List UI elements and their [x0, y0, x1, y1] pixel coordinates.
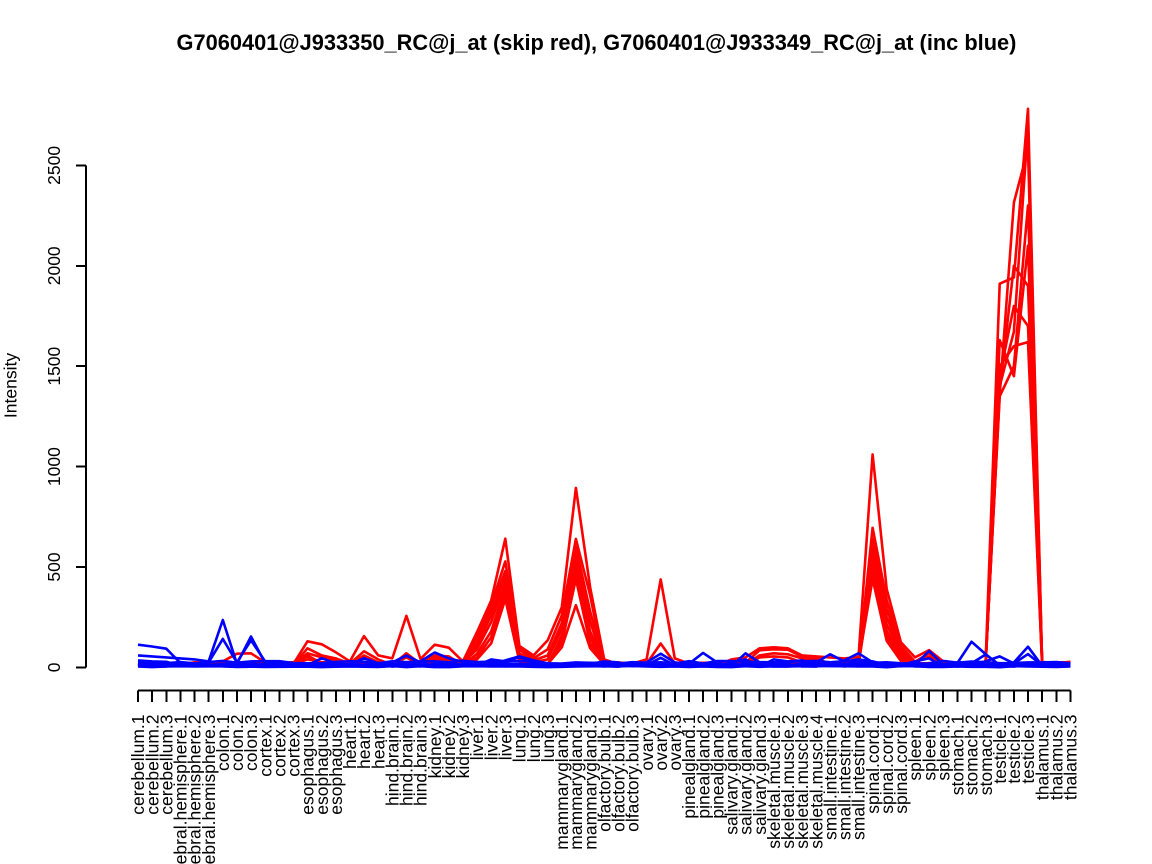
svg-text:kidney.3: kidney.3 — [453, 715, 473, 779]
svg-text:0: 0 — [44, 662, 64, 672]
svg-text:heart.1: heart.1 — [340, 715, 360, 769]
svg-text:1500: 1500 — [44, 346, 64, 385]
svg-text:pinealgland.3: pinealgland.3 — [707, 715, 727, 819]
svg-text:1000: 1000 — [44, 447, 64, 486]
svg-text:salivary.gland.3: salivary.gland.3 — [750, 715, 770, 835]
svg-text:liver.2: liver.2 — [481, 715, 501, 761]
svg-text:cerebral.hemisphere.2: cerebral.hemisphere.2 — [185, 715, 205, 864]
svg-text:lung.2: lung.2 — [524, 715, 544, 763]
svg-text:testicle.2: testicle.2 — [1004, 715, 1024, 784]
svg-text:heart.2: heart.2 — [354, 715, 374, 769]
svg-text:spinal.cord.1: spinal.cord.1 — [863, 715, 883, 814]
svg-text:cerebellum.1: cerebellum.1 — [128, 715, 148, 815]
svg-text:esophagus.2: esophagus.2 — [312, 715, 332, 815]
svg-text:kidney.2: kidney.2 — [439, 715, 459, 779]
svg-text:G7060401@J933350_RC@j_at (skip: G7060401@J933350_RC@j_at (skip red), G70… — [177, 30, 1017, 55]
svg-text:skeletal.muscle.3: skeletal.muscle.3 — [792, 715, 812, 849]
svg-text:mammarygland.2: mammarygland.2 — [566, 715, 586, 850]
svg-text:stomach.1: stomach.1 — [948, 715, 968, 796]
svg-text:ovary.2: ovary.2 — [651, 715, 671, 771]
svg-text:skeletal.muscle.1: skeletal.muscle.1 — [764, 715, 784, 849]
svg-text:thalamus.3: thalamus.3 — [1061, 715, 1081, 801]
svg-text:colon.2: colon.2 — [227, 715, 247, 771]
svg-text:lung.3: lung.3 — [538, 715, 558, 763]
svg-text:spinal.cord.3: spinal.cord.3 — [891, 715, 911, 814]
svg-text:skeletal.muscle.2: skeletal.muscle.2 — [778, 715, 798, 849]
svg-text:olfactory.bulb.3: olfactory.bulb.3 — [623, 715, 643, 832]
svg-text:2000: 2000 — [44, 246, 64, 285]
svg-text:thalamus.2: thalamus.2 — [1047, 715, 1067, 801]
svg-text:testicle.1: testicle.1 — [990, 715, 1010, 784]
svg-text:cerebral.hemisphere.1: cerebral.hemisphere.1 — [171, 715, 191, 864]
svg-text:ovary.1: ovary.1 — [637, 715, 657, 771]
svg-text:kidney.1: kidney.1 — [425, 715, 445, 779]
svg-text:cerebellum.2: cerebellum.2 — [142, 715, 162, 815]
svg-text:cerebral.hemisphere.3: cerebral.hemisphere.3 — [199, 715, 219, 864]
svg-text:stomach.3: stomach.3 — [976, 715, 996, 796]
svg-text:liver.3: liver.3 — [496, 715, 516, 761]
svg-text:heart.3: heart.3 — [368, 715, 388, 769]
svg-text:small.intestine.1: small.intestine.1 — [820, 715, 840, 840]
svg-text:liver.1: liver.1 — [467, 715, 487, 761]
svg-text:skeletal.muscle.4: skeletal.muscle.4 — [806, 714, 826, 848]
svg-text:salivary.gland.2: salivary.gland.2 — [736, 715, 756, 835]
svg-text:cortex.1: cortex.1 — [255, 715, 275, 777]
svg-text:spleen.2: spleen.2 — [919, 715, 939, 781]
svg-text:mammarygland.3: mammarygland.3 — [580, 715, 600, 850]
svg-text:colon.1: colon.1 — [213, 715, 233, 771]
svg-text:500: 500 — [44, 552, 64, 581]
svg-text:salivary.gland.1: salivary.gland.1 — [722, 715, 742, 835]
svg-text:2500: 2500 — [44, 146, 64, 185]
svg-text:small.intestine.3: small.intestine.3 — [849, 715, 869, 840]
svg-text:cerebellum.3: cerebellum.3 — [157, 715, 177, 815]
svg-text:hind.brain.2: hind.brain.2 — [397, 715, 417, 806]
svg-text:cortex.3: cortex.3 — [284, 715, 304, 777]
svg-text:spleen.1: spleen.1 — [905, 715, 925, 781]
svg-text:lung.1: lung.1 — [510, 715, 530, 763]
svg-text:pinealgland.2: pinealgland.2 — [693, 715, 713, 819]
svg-text:cortex.2: cortex.2 — [270, 715, 290, 777]
svg-text:stomach.2: stomach.2 — [962, 715, 982, 796]
svg-text:colon.3: colon.3 — [241, 715, 261, 771]
svg-text:esophagus.1: esophagus.1 — [298, 715, 318, 815]
svg-text:spinal.cord.2: spinal.cord.2 — [877, 715, 897, 814]
svg-text:hind.brain.3: hind.brain.3 — [411, 715, 431, 806]
svg-text:olfactory.bulb.2: olfactory.bulb.2 — [609, 715, 629, 832]
svg-text:thalamus.1: thalamus.1 — [1032, 715, 1052, 801]
svg-text:small.intestine.2: small.intestine.2 — [835, 715, 855, 840]
svg-text:pinealgland.1: pinealgland.1 — [679, 715, 699, 819]
svg-text:olfactory.bulb.1: olfactory.bulb.1 — [594, 715, 614, 832]
svg-text:mammarygland.1: mammarygland.1 — [552, 715, 572, 850]
svg-text:hind.brain.1: hind.brain.1 — [383, 715, 403, 806]
svg-text:esophagus.3: esophagus.3 — [326, 715, 346, 815]
svg-text:testicle.3: testicle.3 — [1018, 715, 1038, 784]
svg-text:Intensity: Intensity — [1, 353, 21, 418]
svg-text:spleen.3: spleen.3 — [933, 715, 953, 781]
svg-text:ovary.3: ovary.3 — [665, 715, 685, 771]
